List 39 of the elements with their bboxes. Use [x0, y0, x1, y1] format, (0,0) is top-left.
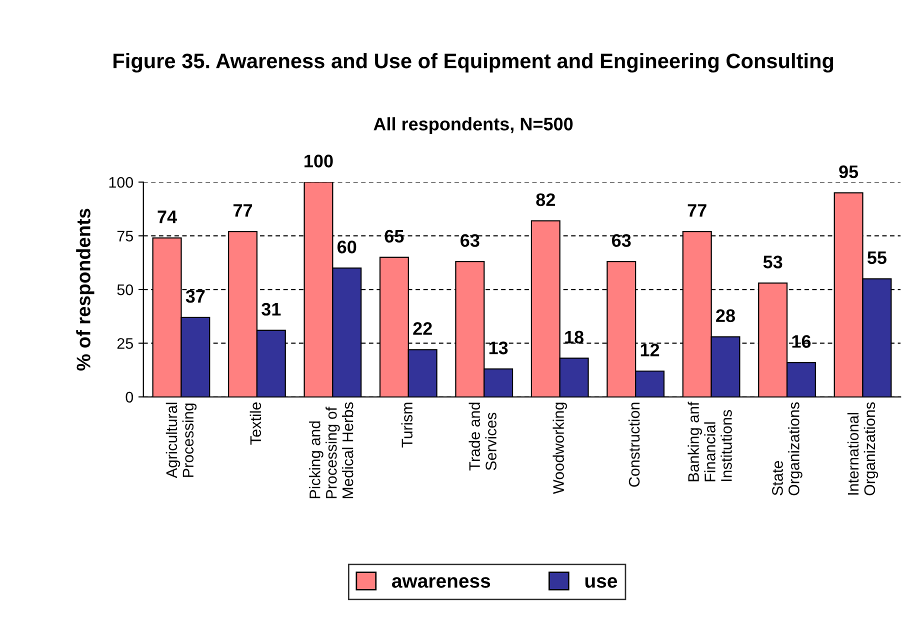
data-label: 13 [489, 342, 508, 354]
data-label: 55 [867, 251, 886, 264]
chart-title: Figure 35. Awareness and Use of Equipment and Engineering Consulting [114, 53, 834, 73]
data-label: 63 [612, 234, 631, 247]
legend-label: awareness [392, 577, 490, 588]
x-tick-label: Construction [628, 402, 640, 487]
data-label: 60 [337, 240, 356, 254]
data-label: 100 [304, 154, 333, 168]
x-tick-label: Textile [250, 402, 262, 445]
x-tick-label: Woodworking [552, 402, 567, 494]
data-label: 95 [839, 165, 858, 178]
data-label: 53 [763, 256, 782, 268]
y-tick-label: 100 [109, 176, 134, 188]
data-label: 82 [536, 193, 555, 206]
y-tick-label: 25 [117, 338, 134, 349]
y-axis-title: % of respondents [76, 208, 94, 371]
data-label: 22 [413, 322, 432, 335]
y-tick-label: 75 [117, 230, 134, 242]
x-tick-label: International Organizations [847, 402, 878, 496]
x-tick-label: Agricultural Processing [166, 402, 197, 478]
x-tick-label: Trade and Services [468, 402, 496, 470]
chart-subtitle: All respondents, N=500 [374, 117, 573, 134]
data-label: 12 [640, 344, 660, 356]
data-label: 77 [233, 204, 252, 217]
y-tick-label: 50 [117, 284, 134, 296]
x-tick-label: Picking and Processing of Medical Herbs [309, 402, 354, 498]
legend-label: use [585, 577, 618, 588]
x-tick-label: Turism [401, 402, 413, 448]
data-label: 18 [565, 330, 584, 344]
data-label: 63 [460, 234, 480, 247]
x-tick-label: State Organizations [772, 402, 802, 496]
data-label: 31 [262, 302, 281, 316]
y-tick-label: 0 [126, 392, 134, 403]
data-label: 28 [716, 309, 735, 322]
data-label: 74 [158, 210, 177, 224]
x-tick-label: Banking anf Financial Institutions [688, 402, 732, 482]
data-label: 37 [186, 290, 205, 303]
data-label: 16 [792, 335, 811, 348]
data-label: 77 [688, 204, 706, 217]
